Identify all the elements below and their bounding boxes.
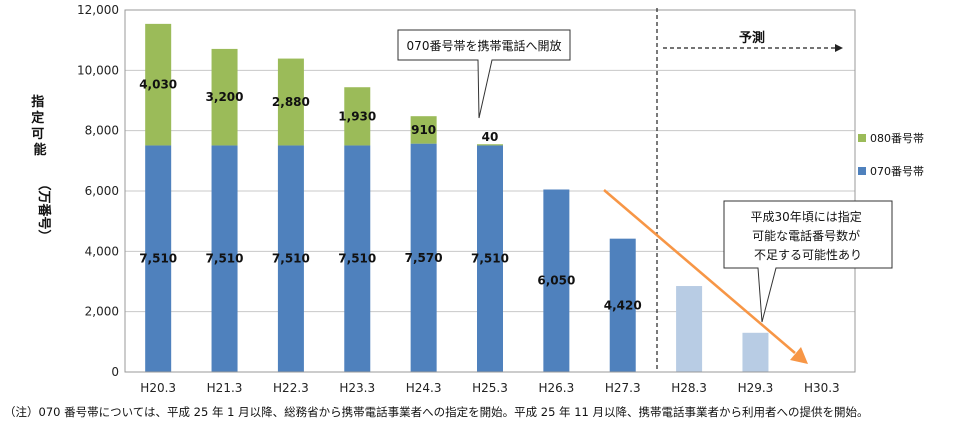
- x-tick-label: H27.3: [605, 381, 641, 395]
- plot-frame: [124, 9, 856, 373]
- bar-080: [477, 144, 503, 146]
- bar-070: [609, 238, 636, 372]
- x-tick-label: H23.3: [339, 381, 375, 395]
- bar-080: [277, 58, 304, 146]
- bar-080: [410, 116, 437, 144]
- legend: 080番号帯 070番号帯: [858, 132, 924, 178]
- data-labels: 7,510 4,030 7,510 3,200 7,510 2,880 7,510 1,930…: [139, 78, 642, 313]
- legend-swatch-080: [858, 134, 866, 142]
- y-tick-label: 2,000: [85, 305, 119, 319]
- svg-text:（万番号）: （万番号）: [36, 177, 52, 242]
- bar-080: [145, 23, 172, 146]
- x-tick-label: H21.3: [207, 381, 243, 395]
- legend-swatch-070: [858, 167, 866, 175]
- x-tick-label: H29.3: [738, 381, 774, 395]
- y-tick-label: 10,000: [77, 63, 119, 77]
- bar-070: [344, 145, 371, 372]
- forecast-label: 予測: [739, 30, 765, 46]
- data-label-070: 7,510: [338, 252, 376, 266]
- y-tick-label: 0: [111, 365, 119, 379]
- svg-text:指 定 可 能: 指 定 可 能: [30, 94, 49, 158]
- x-tick-label: H24.3: [406, 381, 442, 395]
- callout-070-text: 070番号帯を携帯電話へ開放: [407, 38, 562, 53]
- y-tick-label: 8,000: [85, 124, 119, 138]
- trend-arrow: [603, 189, 808, 364]
- y-tick-label: 12,000: [77, 3, 119, 17]
- y-tick-label: 6,000: [85, 184, 119, 198]
- x-tick-label: H30.3: [804, 381, 840, 395]
- y-tick-label: 4,000: [85, 244, 119, 258]
- bar-070: [211, 145, 238, 372]
- data-label-080: 40: [482, 130, 499, 144]
- data-label-070: 7,510: [471, 252, 509, 266]
- x-tick-label: H26.3: [538, 381, 574, 395]
- x-tick-label: H20.3: [140, 381, 176, 395]
- x-tick-labels: H20.3 H21.3 H22.3 H23.3 H24.3 H25.3 H26.3 H27.3…: [140, 381, 839, 395]
- x-tick-label: H28.3: [671, 381, 707, 395]
- x-tick-label: H22.3: [273, 381, 309, 395]
- bars: [145, 23, 769, 372]
- y-axis-title: 指 定 可 能 （万番号）: [30, 94, 52, 243]
- data-label-070: 7,510: [139, 252, 177, 266]
- bar-080: [211, 48, 238, 146]
- callout-070-opening: 070番号帯を携帯電話へ開放: [397, 29, 571, 119]
- bar-070: [676, 286, 703, 372]
- footnote: （注）070 番号帯については、平成 25 年 1 月以降、総務省から携帯電話事…: [4, 405, 869, 419]
- legend-label-070: 070番号帯: [870, 165, 924, 178]
- data-label-070: 7,510: [206, 252, 244, 266]
- data-label-070: 7,510: [272, 252, 310, 266]
- bar-070: [410, 143, 437, 372]
- legend-label-080: 080番号帯: [870, 132, 924, 145]
- bar-070: [543, 189, 570, 372]
- bar-070: [277, 145, 304, 372]
- y-tick-labels: 0 2,000 4,000 6,000 8,000 10,000 12,000: [77, 3, 119, 379]
- data-label-080: 2,880: [272, 95, 310, 109]
- callout-shortage-text: 平成30年頃には指定 可能な電話番号数が 不足する可能性あり: [750, 209, 865, 262]
- bar-070: [742, 332, 769, 372]
- data-label-080: 4,030: [139, 78, 177, 92]
- data-label-070: 4,420: [604, 298, 642, 312]
- bar-070: [477, 145, 503, 372]
- callout-shortage: 平成30年頃には指定 可能な電話番号数が 不足する可能性あり: [723, 200, 893, 323]
- bar-080: [344, 87, 371, 146]
- data-label-080: 910: [411, 123, 436, 137]
- data-label-080: 3,200: [206, 90, 244, 104]
- data-label-080: 1,930: [338, 109, 376, 123]
- bar-070: [145, 145, 172, 372]
- data-label-070: 7,570: [405, 251, 443, 265]
- x-tick-label: H25.3: [472, 381, 508, 395]
- forecast-arrow-head: [835, 44, 843, 52]
- data-label-070: 6,050: [537, 274, 575, 288]
